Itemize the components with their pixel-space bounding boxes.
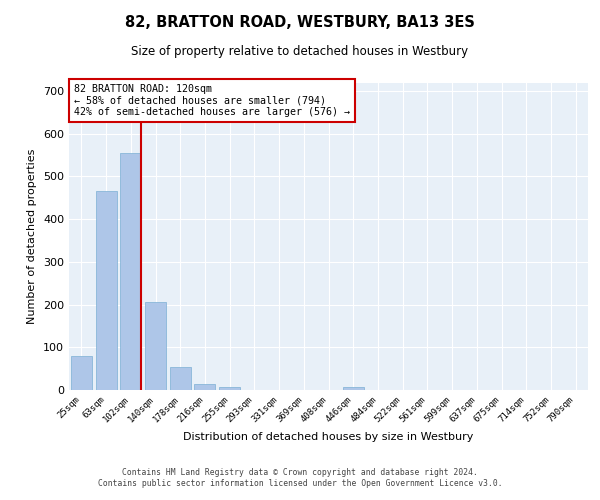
Text: Contains HM Land Registry data © Crown copyright and database right 2024.
Contai: Contains HM Land Registry data © Crown c… <box>98 468 502 487</box>
Text: 82 BRATTON ROAD: 120sqm
← 58% of detached houses are smaller (794)
42% of semi-d: 82 BRATTON ROAD: 120sqm ← 58% of detache… <box>74 84 350 117</box>
Bar <box>343 386 364 390</box>
Bar <box>95 192 116 390</box>
Bar <box>170 366 191 390</box>
Bar <box>71 356 92 390</box>
Y-axis label: Number of detached properties: Number of detached properties <box>28 148 37 324</box>
Bar <box>219 386 240 390</box>
X-axis label: Distribution of detached houses by size in Westbury: Distribution of detached houses by size … <box>184 432 473 442</box>
Text: Size of property relative to detached houses in Westbury: Size of property relative to detached ho… <box>131 45 469 58</box>
Bar <box>120 153 141 390</box>
Text: 82, BRATTON ROAD, WESTBURY, BA13 3ES: 82, BRATTON ROAD, WESTBURY, BA13 3ES <box>125 15 475 30</box>
Bar <box>194 384 215 390</box>
Bar <box>145 302 166 390</box>
